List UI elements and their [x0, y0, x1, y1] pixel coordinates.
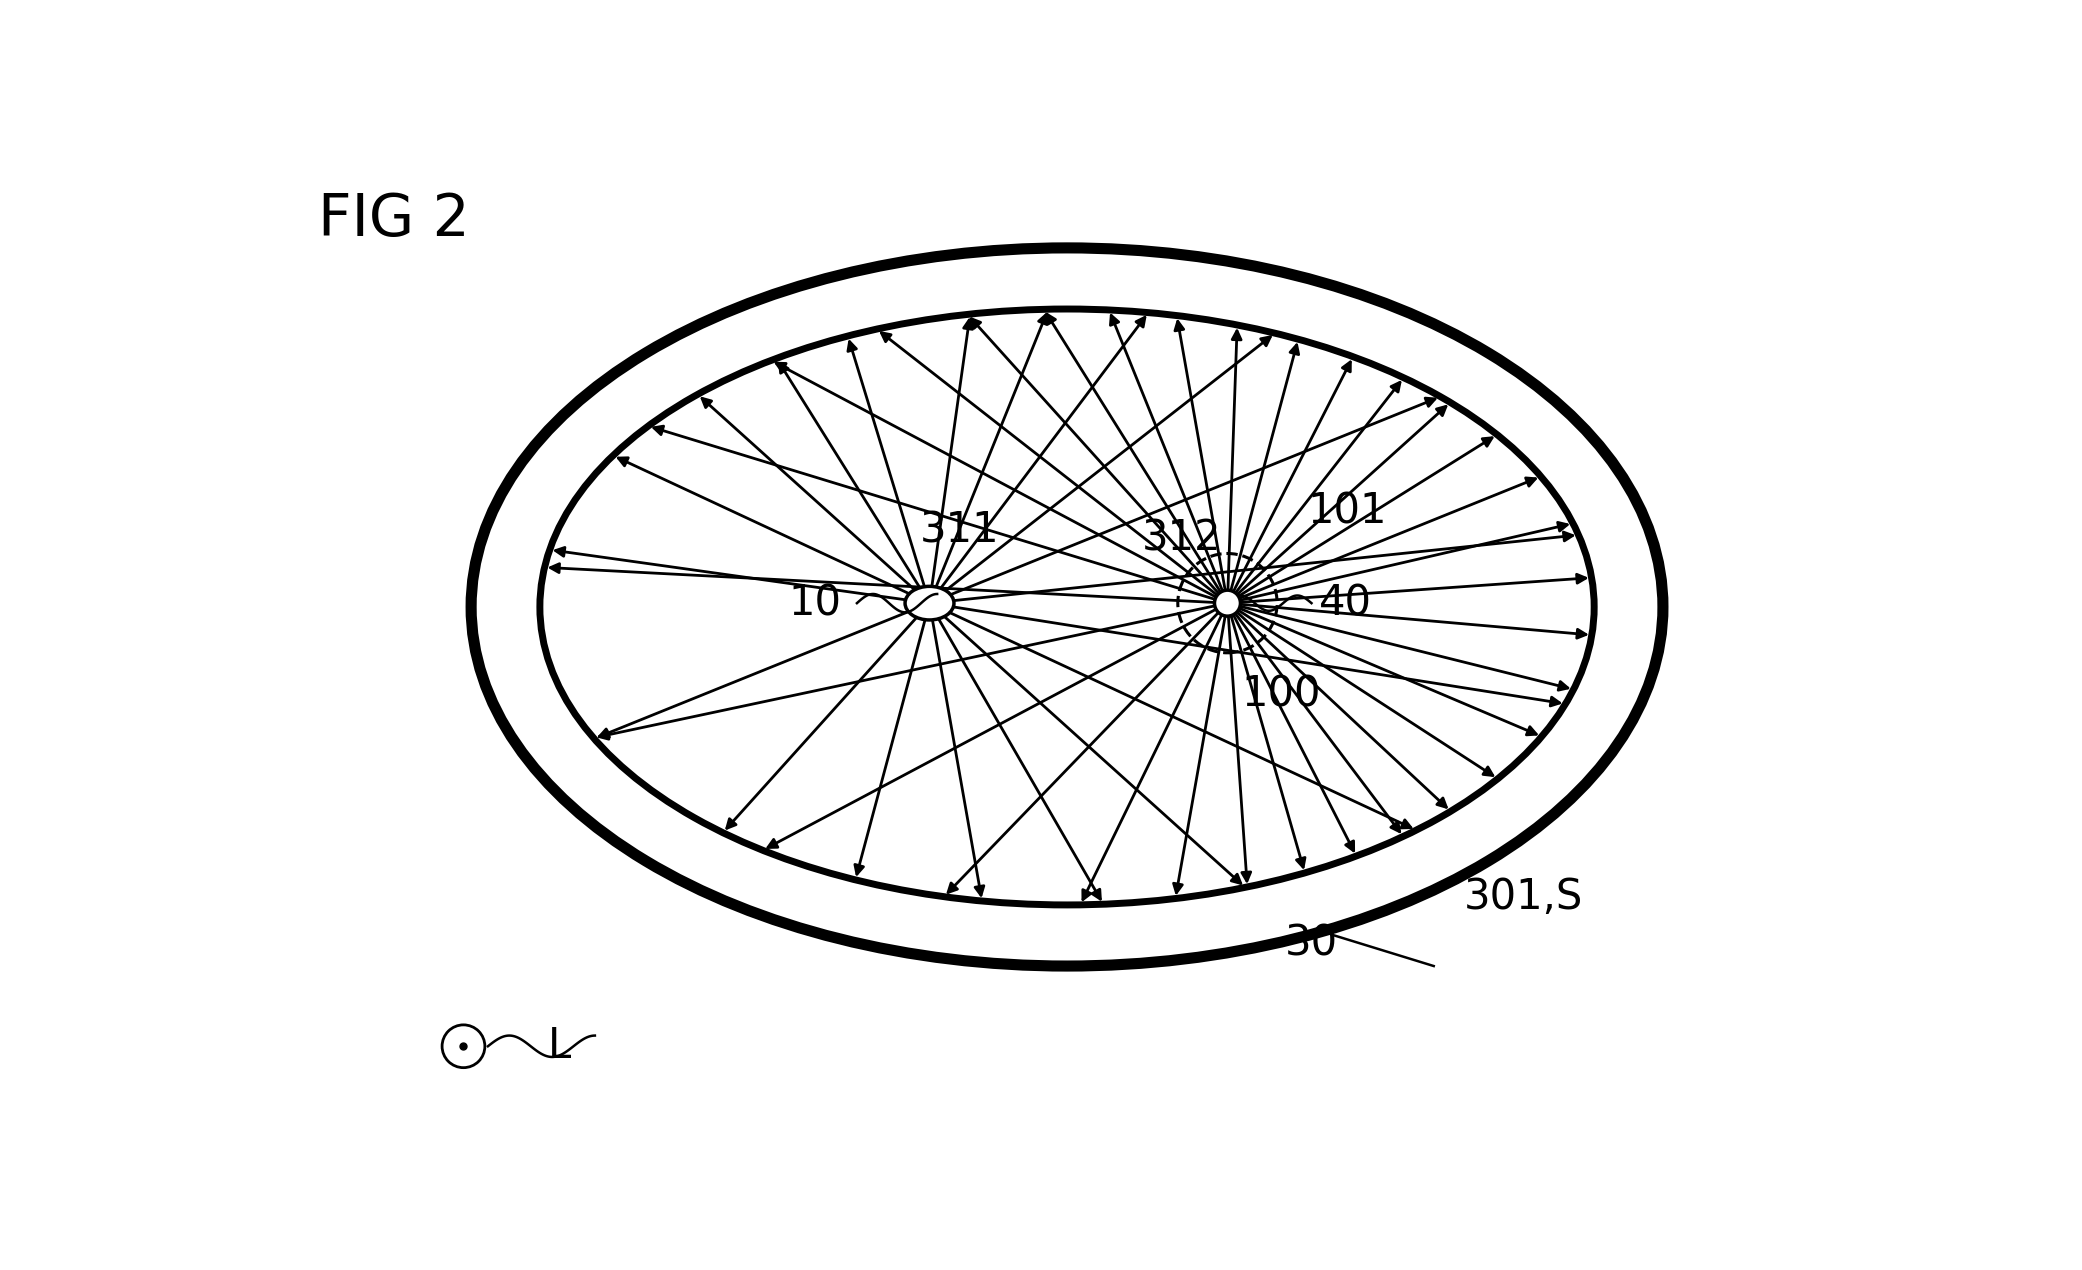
Text: L: L: [548, 1025, 570, 1067]
Text: 301,S: 301,S: [1464, 876, 1584, 918]
Text: 101: 101: [1307, 490, 1387, 532]
Text: 40: 40: [1320, 582, 1372, 624]
Text: 311: 311: [920, 509, 999, 551]
Text: FIG 2: FIG 2: [319, 190, 471, 248]
Text: 10: 10: [789, 582, 841, 624]
Text: 30: 30: [1285, 922, 1339, 964]
Text: 312: 312: [1141, 517, 1222, 559]
Circle shape: [1214, 591, 1241, 616]
Text: 100: 100: [1241, 674, 1320, 716]
Ellipse shape: [906, 587, 954, 620]
